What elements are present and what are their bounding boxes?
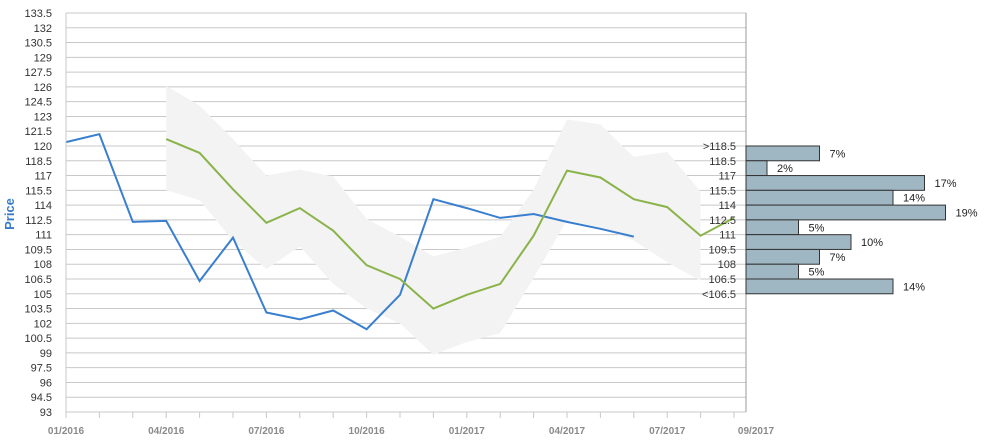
bin-percent-label: 10%: [861, 237, 883, 249]
distribution-bar: [745, 263, 799, 280]
distribution-bar: [745, 234, 852, 250]
x-tick-label: 10/2016: [349, 426, 386, 437]
distribution-bar: [745, 145, 820, 162]
y-tick-label: 97.5: [31, 363, 52, 375]
axes: 133.5 132 130.5 129 127.5 126 124.5 123 121.5 120…: [24, 8, 774, 437]
bin-label: 118.5: [709, 156, 736, 168]
y-tick-label: 118.5: [25, 156, 52, 168]
bin-label: <106.5: [702, 289, 736, 301]
series-line-1: [65, 133, 635, 331]
bin-label: 117: [718, 171, 736, 183]
x-tick-label: 01/2016: [48, 426, 85, 437]
y-tick-label: 96: [40, 377, 52, 389]
bin-label: 109.5: [708, 244, 736, 256]
distribution-bar: [745, 219, 799, 236]
series-line-2: [165, 138, 735, 310]
x-tick-label: 04/2016: [148, 426, 185, 437]
y-tick-label: 130.5: [24, 38, 52, 50]
bin-percent-label: 17%: [935, 178, 957, 190]
forecast-band-area: [166, 85, 701, 355]
bin-percent-label: 2%: [777, 163, 793, 175]
distribution-bar: [745, 278, 894, 295]
bin-percent-label: 19%: [956, 208, 978, 220]
y-tick-label: 127.5: [24, 67, 52, 79]
y-tick-label: 100.5: [24, 333, 52, 345]
x-tick-label: 09/2017: [738, 426, 775, 437]
y-tick-label: 132: [34, 23, 52, 35]
y-tick-label: 108: [34, 259, 52, 271]
y-tick-label: 106.5: [24, 274, 52, 286]
distribution-bar: [745, 160, 768, 177]
x-tick-label: 07/2016: [248, 426, 285, 437]
y-tick-label: 126: [34, 82, 52, 94]
distribution-bar: [745, 175, 925, 191]
distribution-bar: [745, 204, 946, 221]
y-tick-label: 102: [34, 318, 52, 330]
y-tick-label: 114: [34, 200, 52, 212]
bin-percent-label: 5%: [809, 267, 825, 279]
bin-label: 111: [719, 230, 736, 242]
bin-label: 106.5: [708, 274, 736, 286]
distribution-bar: [745, 189, 894, 206]
y-tick-label: 115.5: [25, 185, 52, 197]
bin-percent-label: 7%: [830, 252, 846, 264]
y-tick-label: 99: [40, 348, 52, 360]
y-tick-label: 117: [34, 171, 52, 183]
x-tick-label: 07/2017: [649, 426, 686, 437]
y-tick-label: 112.5: [25, 215, 52, 227]
series-lines: [65, 133, 735, 331]
y-tick-label: 93: [40, 407, 52, 419]
y-tick-label: 103.5: [24, 304, 52, 316]
y-tick-label: 129: [34, 52, 52, 64]
bin-percent-label: 14%: [903, 281, 925, 293]
y-tick-label: 133.5: [24, 8, 52, 20]
y-tick-label: 111: [35, 230, 52, 242]
y-tick-label: 120: [34, 141, 52, 153]
y-tick-label: 123: [34, 111, 52, 123]
y-tick-label: 121.5: [24, 126, 52, 138]
y-tick-label: 105: [34, 289, 52, 301]
x-tick-label: 04/2017: [549, 426, 586, 437]
bin-percent-label: 7%: [830, 148, 846, 160]
bin-label: 114: [718, 200, 736, 212]
distribution-bar: [745, 248, 820, 265]
bin-label: >118.5: [703, 141, 736, 153]
bin-percent-label: 5%: [809, 222, 825, 234]
y-tick-label: 94.5: [31, 392, 52, 404]
bin-label: 115.5: [709, 185, 736, 197]
y-tick-label: 124.5: [24, 97, 52, 109]
forecast-band: [166, 85, 701, 355]
bin-label: 112.5: [709, 215, 736, 227]
x-tick-label: 01/2017: [449, 426, 486, 437]
bin-label: 108: [718, 259, 736, 271]
y-axis-label: Price: [2, 198, 17, 230]
distribution-bars: >118.5 7% 118.5 2% 117 17% 115.5 14% 114 19% 112.5…: [702, 141, 978, 301]
y-tick-label: 109.5: [24, 244, 52, 256]
bin-percent-label: 14%: [903, 193, 925, 205]
